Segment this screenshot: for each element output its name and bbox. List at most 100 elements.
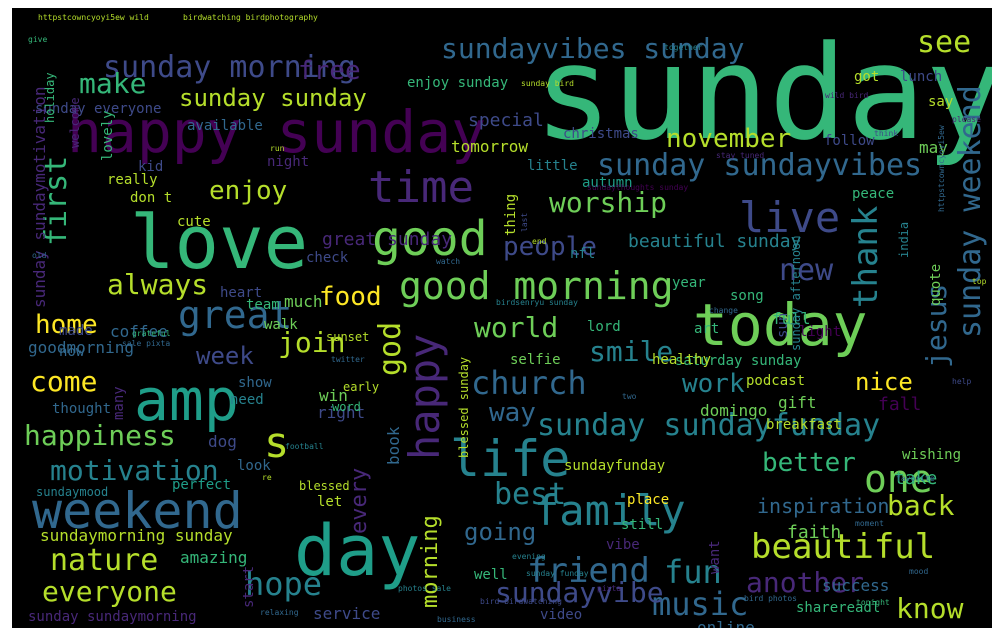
cloud-word: birdwatching birdphotography <box>183 13 318 22</box>
cloud-word: end <box>532 237 547 246</box>
cloud-word: another <box>746 566 865 599</box>
cloud-word: world <box>474 311 559 344</box>
cloud-word: video <box>540 607 583 623</box>
cloud-word: dog <box>208 432 237 451</box>
cloud-word: quote <box>928 263 944 306</box>
cloud-word: coffee <box>110 322 168 341</box>
cloud-word: faith <box>787 522 842 543</box>
cloud-word: join <box>278 326 346 359</box>
cloud-word: blessed <box>299 479 350 493</box>
cloud-word: thank <box>846 205 886 308</box>
cloud-word: don t <box>130 190 173 206</box>
cloud-word: music <box>652 585 749 623</box>
cloud-word: evening <box>512 552 546 561</box>
cloud-word: india <box>897 221 911 258</box>
word-cloud: sunday happy sunday love amp day today weekend… <box>12 8 992 628</box>
cloud-word: domingo <box>700 401 768 420</box>
cloud-word: inspiration <box>757 494 890 518</box>
cloud-word: start <box>241 565 257 608</box>
cloud-word: free <box>298 56 361 86</box>
cloud-word: one <box>864 457 933 501</box>
cloud-word: family <box>534 486 686 535</box>
cloud-word: healthy <box>652 352 712 368</box>
cloud-word: team <box>246 297 280 313</box>
cloud-word: pixta <box>597 584 622 593</box>
cloud-word: great <box>178 293 293 337</box>
cloud-word: look <box>237 458 271 474</box>
cloud-word: available <box>187 118 263 134</box>
cloud-word: art <box>694 321 720 337</box>
cloud-word: fun <box>664 553 722 591</box>
cloud-word: httpstcowncyoyi5ew <box>937 125 946 212</box>
cloud-word: today <box>693 291 868 359</box>
cloud-word: love <box>130 200 309 286</box>
cloud-word: place <box>627 492 670 508</box>
cloud-word: peace <box>852 186 895 202</box>
cloud-word: sundayvibes sunday <box>441 32 745 65</box>
cloud-word: life <box>450 430 571 488</box>
cloud-word: sunday bird <box>521 79 574 88</box>
cloud-word: made <box>59 323 93 339</box>
cloud-word: say <box>928 94 954 110</box>
cloud-word: stay tuned <box>716 151 765 160</box>
cloud-word: welcome <box>68 97 82 148</box>
cloud-word: great sunday <box>322 229 453 250</box>
cloud-word: twitter <box>331 355 365 364</box>
cloud-word: sunday morning <box>103 50 356 85</box>
cloud-word: really <box>107 172 158 188</box>
cloud-word: see <box>917 25 972 60</box>
cloud-word: holiday <box>43 72 57 123</box>
cloud-word: nfl <box>570 246 596 262</box>
cloud-word: win <box>319 386 348 405</box>
cloud-word: book <box>384 426 403 465</box>
cloud-word: song <box>730 288 764 304</box>
cloud-word: mood <box>909 567 929 576</box>
cloud-word: good <box>372 211 488 267</box>
cloud-word: tomorrow <box>451 137 529 156</box>
cloud-word: wishing <box>902 447 962 463</box>
cloud-word: sundaymood <box>36 485 109 499</box>
cloud-word: sunset <box>326 330 370 344</box>
cloud-word: well <box>474 567 508 583</box>
cloud-word: s <box>264 418 290 467</box>
cloud-word: worship <box>549 186 668 219</box>
cloud-word: sunday sundayvibes <box>597 148 923 183</box>
cloud-word: christmas <box>563 126 639 142</box>
cloud-word: church <box>471 364 587 402</box>
cloud-word: need <box>230 392 264 408</box>
cloud-word: happy sunday <box>67 98 487 166</box>
cloud-word: relaxing <box>260 608 299 617</box>
cloud-word: run <box>270 144 285 153</box>
cloud-word: many <box>111 386 127 420</box>
cloud-word: check <box>306 250 349 266</box>
cloud-word: together <box>664 43 703 52</box>
cloud-word: business <box>437 615 476 624</box>
cloud-word: top <box>972 277 987 286</box>
cloud-word: grateful <box>132 329 171 338</box>
cloud-word: photos sale <box>398 584 451 593</box>
cloud-word: friend <box>527 551 650 591</box>
cloud-word: change <box>709 306 738 315</box>
cloud-word: happiness <box>24 419 176 452</box>
cloud-word: wild bird <box>825 91 869 100</box>
cloud-word: sundaythoughts sunday <box>587 183 689 192</box>
cloud-word: beautiful <box>751 527 936 567</box>
cloud-word: best <box>494 477 567 512</box>
cloud-word: sundaymorning sunday <box>40 526 233 545</box>
cloud-word: now <box>59 344 85 360</box>
cloud-word: podcast <box>746 373 806 389</box>
cloud-word: time <box>368 162 474 213</box>
cloud-word: lord <box>587 319 621 335</box>
cloud-word: good morning <box>399 264 674 308</box>
cloud-word: last <box>520 212 529 232</box>
cloud-word: autumn <box>582 175 633 191</box>
cloud-word: let <box>317 494 343 510</box>
cloud-word: come <box>30 365 98 398</box>
cloud-word: football <box>285 442 324 451</box>
cloud-word: night <box>267 154 310 170</box>
cloud-word: blessed sunday <box>457 356 471 458</box>
cloud-word: people <box>503 232 597 262</box>
cloud-word: live <box>739 193 841 242</box>
cloud-word: november <box>666 124 792 154</box>
cloud-word: help <box>952 377 972 386</box>
